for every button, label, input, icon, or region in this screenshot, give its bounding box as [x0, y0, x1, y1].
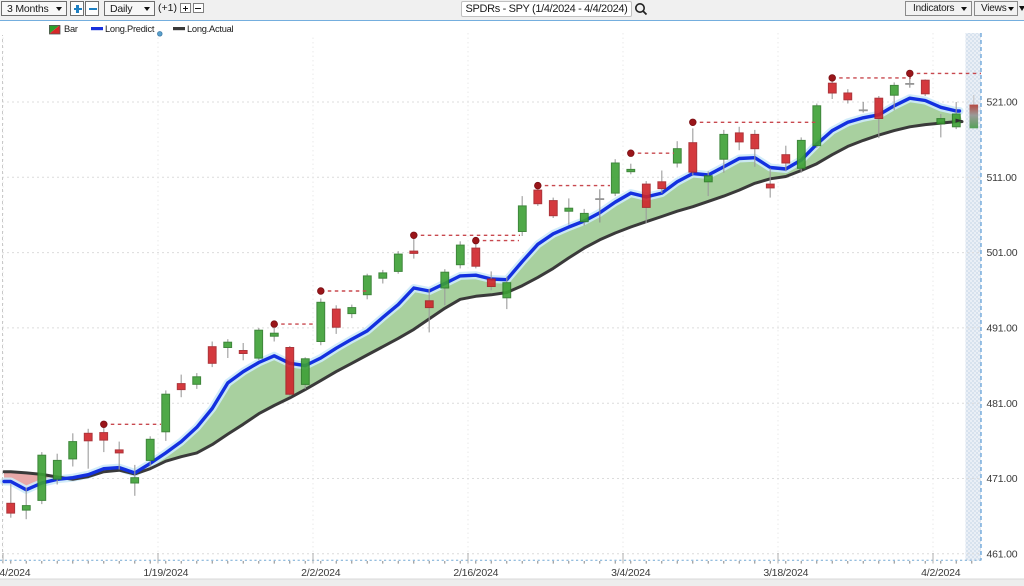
svg-text:511.00: 511.00 [987, 172, 1017, 184]
svg-text:521.00: 521.00 [987, 97, 1018, 109]
svg-text:481.00: 481.00 [987, 398, 1018, 410]
svg-text:501.00: 501.00 [987, 247, 1018, 259]
svg-text:4/2/2024: 4/2/2024 [921, 567, 961, 579]
svg-text:2/2/2024: 2/2/2024 [301, 567, 341, 579]
svg-text:3/4/2024: 3/4/2024 [611, 567, 651, 579]
svg-text:471.00: 471.00 [987, 473, 1018, 485]
svg-text:3/18/2024: 3/18/2024 [763, 567, 808, 579]
svg-text:2/16/2024: 2/16/2024 [453, 567, 498, 579]
svg-text:1/19/2024: 1/19/2024 [143, 567, 188, 579]
svg-text:491.00: 491.00 [987, 323, 1018, 335]
svg-text:1/4/2024: 1/4/2024 [0, 567, 31, 579]
svg-text:461.00: 461.00 [987, 548, 1018, 560]
